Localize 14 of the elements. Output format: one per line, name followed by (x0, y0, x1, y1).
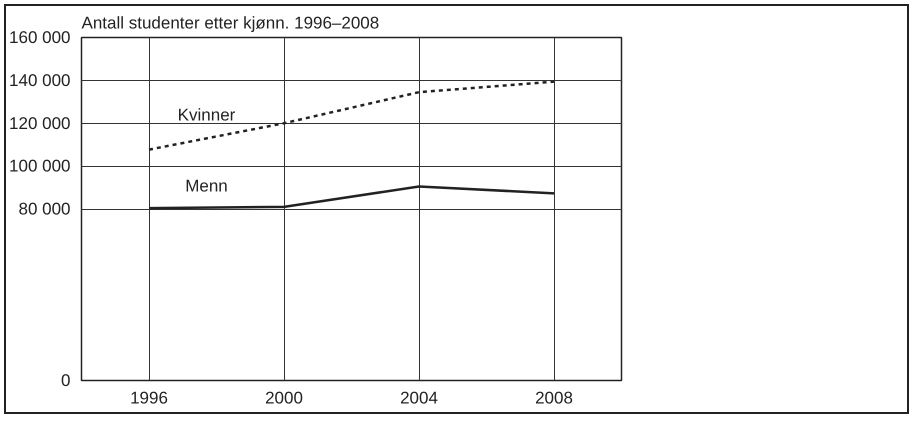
chart-title: Antall studenter etter kjønn. 1996–2008 (82, 14, 380, 32)
x-tick-label: 2000 (265, 388, 303, 408)
y-tick-label: 0 (61, 371, 71, 390)
y-tick-label: 160 000 (9, 28, 70, 47)
series-label: Menn (185, 176, 228, 196)
y-tick-label: 100 000 (9, 156, 70, 176)
series-label: Kvinner (178, 105, 236, 124)
x-tick-label: 2004 (400, 388, 438, 408)
x-tick-label: 1996 (130, 388, 168, 408)
y-tick-label: 120 000 (9, 114, 70, 133)
x-tick-label: 2008 (535, 388, 573, 408)
y-tick-label: 80 000 (18, 200, 71, 218)
line-series (148, 80, 556, 151)
y-tick-label: 140 000 (9, 70, 70, 90)
